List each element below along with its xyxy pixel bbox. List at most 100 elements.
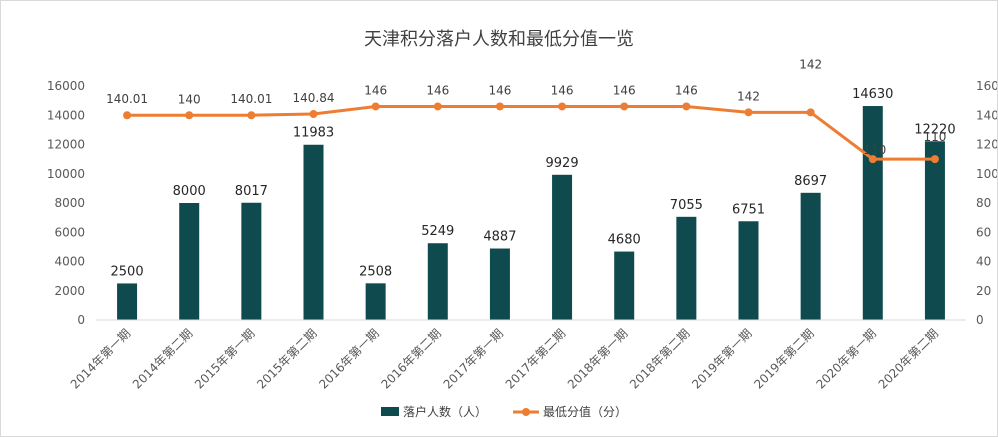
bar-value-label: 8000	[173, 184, 206, 199]
x-tick-label: 2019年第二期	[751, 326, 816, 391]
x-tick-label: 2019年第一期	[689, 326, 754, 391]
bar	[676, 216, 697, 320]
legend: 落户人数（人） 最低分值（分）	[381, 404, 627, 419]
line-point	[558, 102, 567, 111]
x-tick-label: 2018年第一期	[565, 326, 630, 391]
legend-bar-swatch	[381, 407, 399, 416]
legend-line-marker	[522, 408, 530, 416]
line-point	[371, 102, 380, 111]
bar-value-label: 9929	[546, 156, 579, 171]
bar	[117, 283, 138, 320]
bar	[924, 141, 945, 320]
right-tick-label: 120	[976, 138, 997, 152]
chart-title: 天津积分落户人数和最低分值一览	[364, 29, 634, 50]
right-tick-label: 0	[976, 313, 984, 327]
right-tick-label: 100	[976, 167, 997, 181]
line-point	[744, 108, 753, 117]
left-tick-label: 14000	[47, 108, 85, 122]
line-path	[127, 104, 935, 161]
line-value-label: 140.01	[106, 92, 148, 106]
line-value-label: 146	[364, 83, 387, 97]
bar-value-label: 7055	[670, 198, 703, 213]
right-tick-label: 60	[976, 225, 991, 239]
x-tick-label: 2020年第二期	[876, 326, 941, 391]
bar-value-label: 6751	[732, 202, 765, 217]
line-value-label: 140.01	[230, 92, 272, 106]
line-value-label: 146	[675, 83, 698, 97]
x-tick-label: 2020年第一期	[813, 326, 878, 391]
line-series: 140.01 140 140.01 140.84 146 146 146 146 146 146 1…	[106, 57, 946, 164]
right-tick-label: 80	[976, 196, 991, 210]
bar	[862, 106, 883, 320]
line-value-label: 110	[863, 143, 886, 157]
line-point	[620, 102, 629, 111]
line-point	[309, 110, 318, 119]
line-value-label: 146	[551, 83, 574, 97]
line-point	[930, 155, 939, 164]
line-point	[682, 102, 691, 111]
line-point	[495, 102, 504, 111]
left-tick-label: 8000	[54, 196, 85, 210]
line-value-label: 146	[426, 83, 449, 97]
right-tick-label: 40	[976, 255, 991, 269]
bar-value-label: 4887	[483, 230, 516, 245]
bar	[800, 192, 821, 320]
bar	[489, 248, 510, 320]
left-tick-label: 12000	[47, 138, 85, 152]
bar	[303, 144, 324, 320]
left-tick-label: 16000	[47, 79, 85, 93]
bar	[738, 221, 759, 320]
line-point	[433, 102, 442, 111]
bar-value-label: 4680	[608, 233, 641, 248]
line-value-label: 110	[923, 130, 946, 144]
left-tick-label: 6000	[54, 225, 85, 239]
bar	[614, 251, 635, 320]
x-axis: 2014年第一期2014年第二期2015年第一期2015年第二期2016年第一期…	[68, 319, 966, 392]
line-value-label: 142	[737, 89, 760, 103]
x-tick-label: 2015年第一期	[192, 326, 257, 391]
line-value-label: 140	[178, 92, 201, 106]
x-tick-label: 2014年第二期	[130, 326, 195, 391]
bar-series: 2500 8000 8017 11983 2508 5249 4887 9929 4680 705…	[111, 87, 956, 320]
line-point	[868, 155, 877, 164]
bar-value-label: 2508	[359, 264, 392, 279]
left-y-axis: 0 2000 4000 6000 8000 10000 12000 14000 16000	[47, 79, 85, 327]
bar-value-label: 12220	[914, 122, 955, 137]
x-tick-label: 2016年第二期	[378, 326, 443, 391]
x-tick-label: 2018年第二期	[627, 326, 692, 391]
bar-value-label: 5249	[421, 224, 454, 239]
left-tick-label: 0	[77, 313, 85, 327]
bar	[552, 174, 573, 320]
line-value-label: 146	[613, 83, 636, 97]
left-tick-label: 4000	[54, 255, 85, 269]
legend-bar-label: 落户人数（人）	[403, 404, 487, 419]
line-value-label: 146	[488, 83, 511, 97]
bar-value-label: 14630	[852, 87, 893, 102]
line-point	[123, 111, 132, 120]
bar	[179, 203, 200, 320]
right-tick-label: 160	[976, 79, 997, 93]
x-tick-label: 2016年第一期	[316, 326, 381, 391]
legend-line-label: 最低分值（分）	[543, 404, 627, 419]
right-tick-label: 140	[976, 108, 997, 122]
right-y-axis: 0 20 40 60 80 100 120 140 160	[976, 79, 997, 327]
bar-value-label: 2500	[111, 264, 144, 279]
left-tick-label: 2000	[54, 284, 85, 298]
line-value-label: 140.84	[293, 91, 335, 105]
x-tick-label: 2015年第二期	[254, 326, 319, 391]
bar-value-label: 11983	[293, 126, 334, 141]
right-tick-label: 20	[976, 284, 991, 298]
x-tick-label: 2017年第二期	[503, 326, 568, 391]
bar-value-label: 8017	[235, 184, 268, 199]
line-value-label: 142	[799, 57, 822, 71]
x-tick-label: 2014年第一期	[68, 326, 133, 391]
left-tick-label: 10000	[47, 167, 85, 181]
line-point	[247, 111, 256, 120]
bar	[427, 243, 448, 320]
bar	[365, 283, 386, 320]
line-point	[806, 108, 815, 117]
bar-value-label: 8697	[794, 174, 827, 189]
line-point	[185, 111, 194, 120]
